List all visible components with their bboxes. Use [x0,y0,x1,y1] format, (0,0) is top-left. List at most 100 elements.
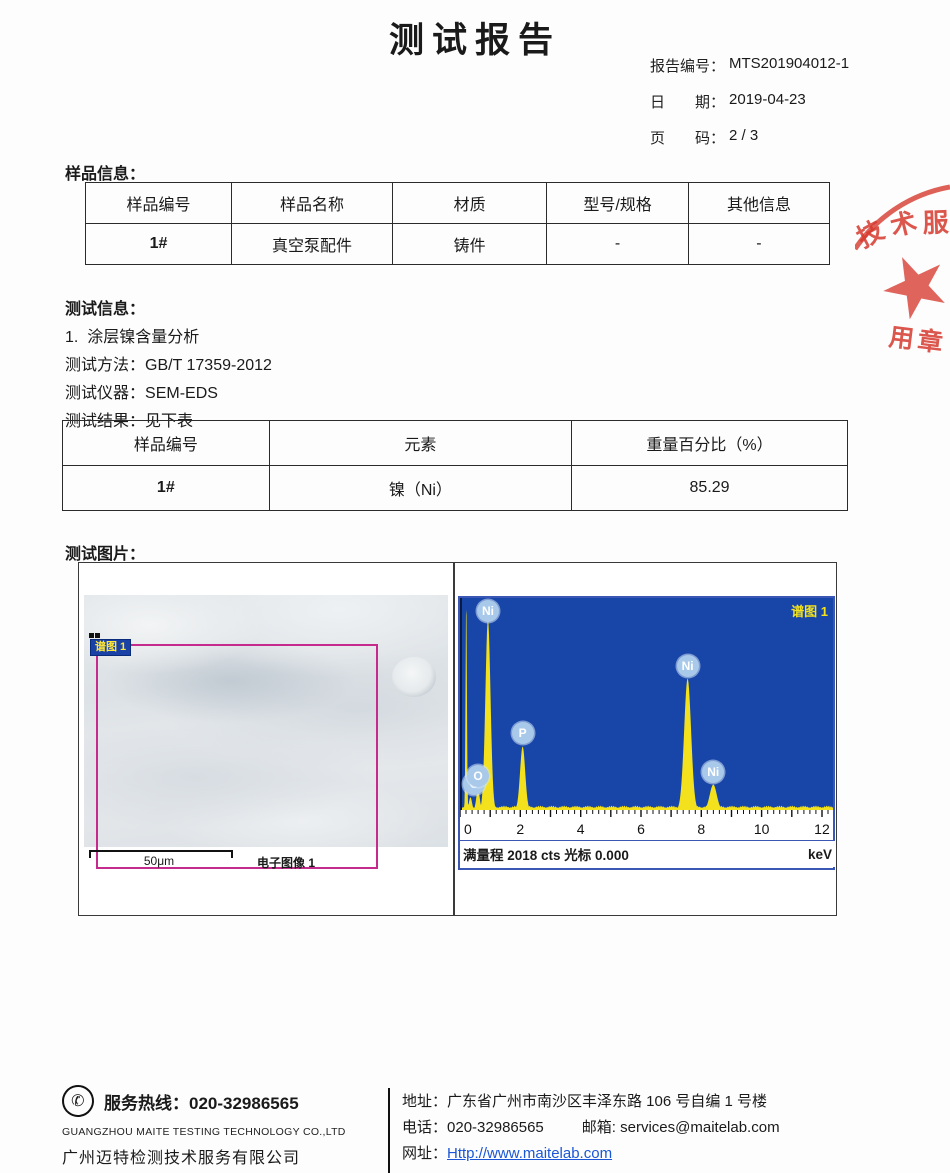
sem-micrograph: 谱图 1 [84,595,448,869]
sem-caption: 电子图像 1 [257,856,316,870]
element-label-Ni: Ni [676,654,699,677]
website-label: 网址： [402,1145,448,1162]
spectrum-title: 谱图 1 [791,604,828,619]
website-link[interactable]: Http://www.maitelab.com [447,1145,613,1162]
test-instrument-label: 测试仪器： [65,385,146,402]
page-title: 测试报告 [388,21,561,60]
svg-text:2: 2 [516,821,524,837]
result-table: 样品编号 元素 重量百分比（%） 1# 镍（Ni） 85.29 [62,420,848,511]
panel-divider [453,563,455,915]
svg-text:6: 6 [637,821,645,837]
svg-text:4: 4 [577,821,585,837]
email-label: 邮箱: [581,1119,616,1136]
hotline-row: ✆ 服务热线：020-32986565 [59,1082,382,1120]
col-material: 材质 [392,182,548,224]
address-label: 地址： [402,1093,448,1110]
test-method-value: GB/T 17359-2012 [145,357,272,374]
col-weight-percent: 重量百分比（%） [571,420,848,466]
cell-element: 镍（Ni） [268,465,573,511]
footer-divider [388,1088,390,1173]
scale-bar-text: 50μm [143,854,175,868]
company-name-cn: 广州迈特检测技术服务有限公司 [62,1150,301,1167]
test-instrument-value: SEM-EDS [145,385,218,402]
hotline-number: 020-32986565 [189,1093,299,1113]
test-instrument-row: 测试仪器：SEM-EDS [65,380,272,407]
selection-handle [89,633,94,638]
stamp-bottom-text: 用章 [887,322,948,358]
spectrum-x-axis: 0 2 4 6 8 10 12 [459,810,831,840]
company-name-en: GUANGZHOU MAITE TESTING TECHNOLOGY CO.,L… [62,1126,346,1138]
report-page-row: 页 码： 2 / 3 [650,127,849,148]
phone-value: 020-32986565 [447,1119,544,1136]
col-other-info: 其他信息 [687,182,831,224]
test-images-box: 谱图 1 50μm 电子图像 1 谱图 1 CONiPNiNi 02468101… [78,562,837,916]
cell-other-info: - [687,223,831,265]
col-model-spec: 型号/规格 [546,182,689,224]
stamp-char: 服 [922,207,950,238]
test-method-label: 测试方法： [65,357,146,374]
element-label-Ni: Ni [476,600,499,622]
cell-sample-name: 真空泵配件 [231,223,394,265]
red-stamp: 技 术 服 用章 [855,184,950,358]
element-label-Ni: Ni [702,760,725,783]
spectrum-status-bar: 满量程 2018 cts 光标 0.000 keV [460,840,835,867]
footer-contact-block: 地址：广东省广州市南沙区丰泽东路 106 号自编 1 号楼 电话：020-329… [402,1089,780,1167]
test-info-block: 测试信息： 1. 涂层镍含量分析 测试方法：GB/T 17359-2012 测试… [65,296,272,436]
spectrum-selection-rect [96,644,378,869]
stamp-arc [855,184,950,251]
svg-text:12: 12 [814,821,830,837]
cell-sample-id: 1# [84,223,233,265]
scale-bar [89,850,233,858]
kev-unit-label: keV [807,846,832,862]
report-number-label: 报告编号： [650,58,726,75]
phone-label: 电话： [402,1119,448,1136]
selection-handle [95,633,100,638]
cell-model-spec: - [546,223,689,265]
table-header-row: 样品编号 元素 重量百分比（%） [62,420,848,466]
test-info-heading: 测试信息： [65,301,146,318]
cell-sample-id: 1# [62,465,270,511]
report-date-value: 2019-04-23 [729,91,806,108]
spectrum-region-label: 谱图 1 [90,639,132,656]
report-page-label: 页 码： [650,130,726,147]
footer-company-block: ✆ 服务热线：020-32986565 GUANGZHOU MAITE TEST… [59,1082,382,1168]
hotline-label: 服务热线： [104,1093,189,1113]
col-element: 元素 [268,420,573,466]
report-number-value: MTS201904012-1 [729,55,850,72]
hotline-text: 服务热线：020-32986565 [104,1089,299,1114]
address-value: 广东省广州市南沙区丰泽东路 106 号自编 1 号楼 [447,1093,768,1110]
report-page-value: 2 / 3 [729,127,759,144]
sem-surface-bubble [392,657,436,697]
sample-info-table: 样品编号 样品名称 材质 型号/规格 其他信息 1# 真空泵配件 铸件 - - [84,182,831,265]
address-row: 地址：广东省广州市南沙区丰泽东路 106 号自编 1 号楼 [402,1089,780,1115]
sample-info-heading: 样品信息： [65,166,146,183]
report-meta: 报告编号： MTS201904012-1 日 期： 2019-04-23 页 码… [650,55,849,163]
website-row: 网址：Http://www.maitelab.com [402,1141,780,1167]
svg-text:0: 0 [464,821,472,837]
phone-icon: ✆ [59,1082,97,1120]
eds-spectrum-plot: 谱图 1 CONiPNiNi [460,598,833,810]
test-item: 1. 涂层镍含量分析 [65,329,200,346]
report-date-row: 日 期： 2019-04-23 [650,91,849,112]
element-label-P: P [511,722,534,745]
table-row: 1# 真空泵配件 铸件 - - [84,223,831,265]
stamp-star [883,257,945,320]
report-number-row: 报告编号： MTS201904012-1 [650,55,849,76]
col-sample-name: 样品名称 [231,182,394,224]
element-label-O: O [466,764,489,787]
stamp-char: 术 [887,206,920,241]
table-row: 1# 镍（Ni） 85.29 [62,465,848,511]
stamp-char: 技 [855,215,889,254]
email-value: services@maitelab.com [620,1119,780,1136]
svg-text:8: 8 [697,821,705,837]
cell-material: 铸件 [392,223,548,265]
full-scale-readout: 满量程 2018 cts 光标 0.000 [463,848,629,863]
spectrum-peaks [462,609,833,810]
report-date-label: 日 期： [650,94,726,111]
table-header-row: 样品编号 样品名称 材质 型号/规格 其他信息 [84,182,831,224]
test-method-row: 测试方法：GB/T 17359-2012 [65,352,272,379]
col-sample-id: 样品编号 [62,420,270,466]
test-images-heading: 测试图片： [65,546,146,563]
phone-email-row: 电话：020-32986565 邮箱: services@maitelab.com [402,1115,780,1141]
